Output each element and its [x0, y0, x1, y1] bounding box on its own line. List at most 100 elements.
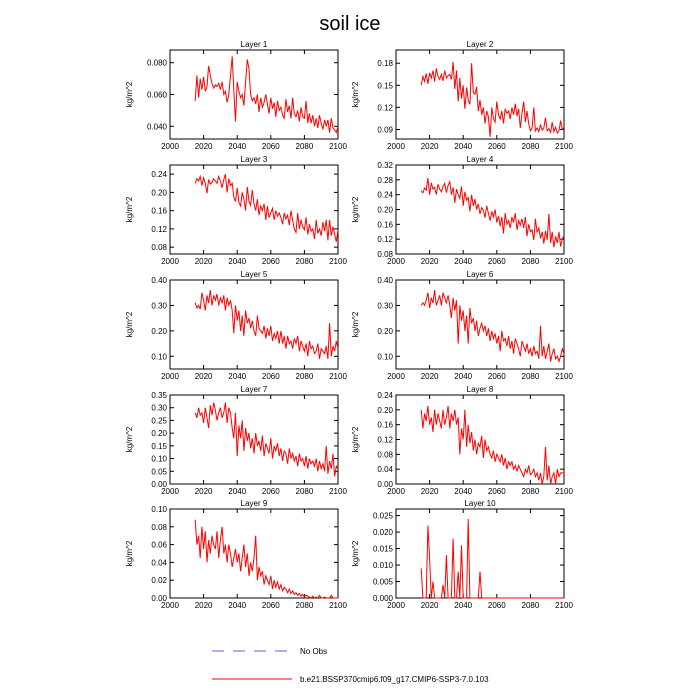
figure-title: soil ice	[319, 13, 380, 35]
series-line-model	[194, 173, 339, 242]
x-tick-label: 2080	[296, 601, 314, 610]
x-tick-label: 2020	[421, 601, 439, 610]
plot-frame	[395, 279, 565, 370]
y-tick-label: 0.40	[151, 276, 167, 285]
y-tick-label: 0.12	[151, 225, 167, 234]
chart-panel-3: Layer 3 kg/m^2 2000 2020 2040 2060 2080 2100 0.0…	[125, 155, 347, 266]
plot-frame	[169, 279, 339, 370]
x-tick-label: 2020	[421, 257, 439, 266]
x-tick-label: 2100	[555, 601, 573, 610]
chart-panel-9: Layer 9 kg/m^2 2000 2020 2040 2060 2080 2100 0.0…	[125, 499, 347, 610]
y-tick-label: 0.09	[377, 125, 393, 134]
chart-panel-7: Layer 7 kg/m^2 2000 2020 2040 2060 2080 2100 0.0…	[125, 385, 347, 496]
y-tick-label: 0.16	[151, 207, 167, 216]
y-tick-label: 0.10	[151, 352, 167, 361]
x-tick-label: 2000	[387, 487, 405, 496]
y-axis-label: kg/m^2	[351, 81, 360, 107]
panel-title: Layer 6	[467, 270, 494, 279]
y-tick-label: 0.16	[377, 220, 393, 229]
x-tick-label: 2000	[387, 257, 405, 266]
x-tick-label: 2100	[329, 487, 347, 496]
y-tick-label: 0.20	[151, 429, 167, 438]
y-tick-label: 0.06	[151, 541, 167, 550]
x-tick-label: 2040	[454, 372, 472, 381]
y-tick-label: 0.04	[151, 558, 167, 567]
x-tick-label: 2040	[228, 601, 246, 610]
y-axis-label: kg/m^2	[351, 196, 360, 222]
x-tick-label: 2100	[329, 601, 347, 610]
chart-panel-1: Layer 1 kg/m^2 2000 2020 2040 2060 2080 2100 0.0…	[125, 40, 347, 151]
y-tick-label: 0.10	[377, 352, 393, 361]
x-tick-label: 2000	[387, 372, 405, 381]
y-tick-label: 0.24	[377, 191, 393, 200]
x-tick-label: 2000	[161, 601, 179, 610]
y-tick-label: 0.080	[147, 59, 168, 68]
legend-obs-label: No Obs	[300, 647, 327, 656]
y-tick-label: 0.08	[151, 243, 167, 252]
y-tick-label: 0.025	[373, 512, 394, 521]
series-line-model	[194, 56, 339, 134]
x-tick-label: 2100	[329, 257, 347, 266]
y-tick-label: 0.02	[151, 576, 167, 585]
y-tick-label: 0.40	[377, 276, 393, 285]
x-tick-label: 2020	[195, 487, 213, 496]
series-line-model	[420, 518, 564, 599]
y-tick-label: 0.08	[377, 250, 393, 259]
y-tick-label: 0.15	[377, 81, 393, 90]
panel-title: Layer 3	[241, 155, 268, 164]
y-tick-label: 0.00	[151, 480, 167, 489]
series-line-model	[420, 61, 565, 137]
x-tick-label: 2000	[387, 142, 405, 151]
x-tick-label: 2060	[488, 142, 506, 151]
x-tick-label: 2080	[296, 142, 314, 151]
legend-model-label: b.e21.BSSP370cmip6.f09_g17.CMIP6-SSP3-7.…	[300, 675, 489, 684]
y-tick-label: 0.005	[373, 578, 394, 587]
y-tick-label: 0.12	[377, 103, 393, 112]
y-tick-label: 0.20	[151, 327, 167, 336]
x-tick-label: 2040	[454, 257, 472, 266]
panel-title: Layer 2	[467, 40, 494, 49]
x-tick-label: 2020	[421, 487, 439, 496]
x-tick-label: 2100	[329, 372, 347, 381]
panel-title: Layer 5	[241, 270, 268, 279]
x-tick-label: 2080	[296, 487, 314, 496]
panel-title: Layer 9	[241, 499, 268, 508]
plot-frame	[169, 164, 339, 255]
y-axis-label: kg/m^2	[125, 426, 134, 452]
chart-panel-2: Layer 2 kg/m^2 2000 2020 2040 2060 2080 2100 0.0…	[351, 40, 573, 151]
y-tick-label: 0.020	[373, 528, 394, 537]
plot-frame	[169, 508, 339, 599]
x-tick-label: 2020	[195, 142, 213, 151]
y-tick-label: 0.08	[151, 523, 167, 532]
x-tick-label: 2040	[228, 142, 246, 151]
y-tick-label: 0.16	[377, 421, 393, 430]
x-tick-label: 2040	[454, 601, 472, 610]
y-tick-label: 0.15	[151, 442, 167, 451]
y-tick-label: 0.32	[377, 161, 393, 170]
y-axis-label: kg/m^2	[125, 81, 134, 107]
y-tick-label: 0.000	[373, 594, 394, 603]
panel-grid: Layer 1 kg/m^2 2000 2020 2040 2060 2080 2100 0.0…	[125, 40, 573, 610]
series-line-model	[194, 402, 339, 477]
x-tick-label: 2020	[421, 142, 439, 151]
x-tick-label: 2040	[454, 142, 472, 151]
x-tick-label: 2080	[522, 487, 540, 496]
chart-panel-10: Layer 10 kg/m^2 2000 2020 2040 2060 2080 2100 0.…	[351, 499, 573, 610]
x-tick-label: 2040	[228, 372, 246, 381]
y-tick-label: 0.040	[147, 122, 168, 131]
x-tick-label: 2080	[522, 372, 540, 381]
y-tick-label: 0.00	[151, 594, 167, 603]
series-line-model	[420, 406, 564, 485]
x-tick-label: 2000	[161, 257, 179, 266]
y-tick-label: 0.20	[377, 327, 393, 336]
series-line-model	[420, 177, 565, 248]
x-tick-label: 2080	[296, 372, 314, 381]
x-tick-label: 2060	[262, 257, 280, 266]
y-axis-label: kg/m^2	[351, 426, 360, 452]
y-tick-label: 0.04	[377, 465, 393, 474]
x-tick-label: 2080	[522, 142, 540, 151]
legend: No Obs b.e21.BSSP370cmip6.f09_g17.CMIP6-…	[212, 647, 489, 684]
x-tick-label: 2060	[262, 372, 280, 381]
